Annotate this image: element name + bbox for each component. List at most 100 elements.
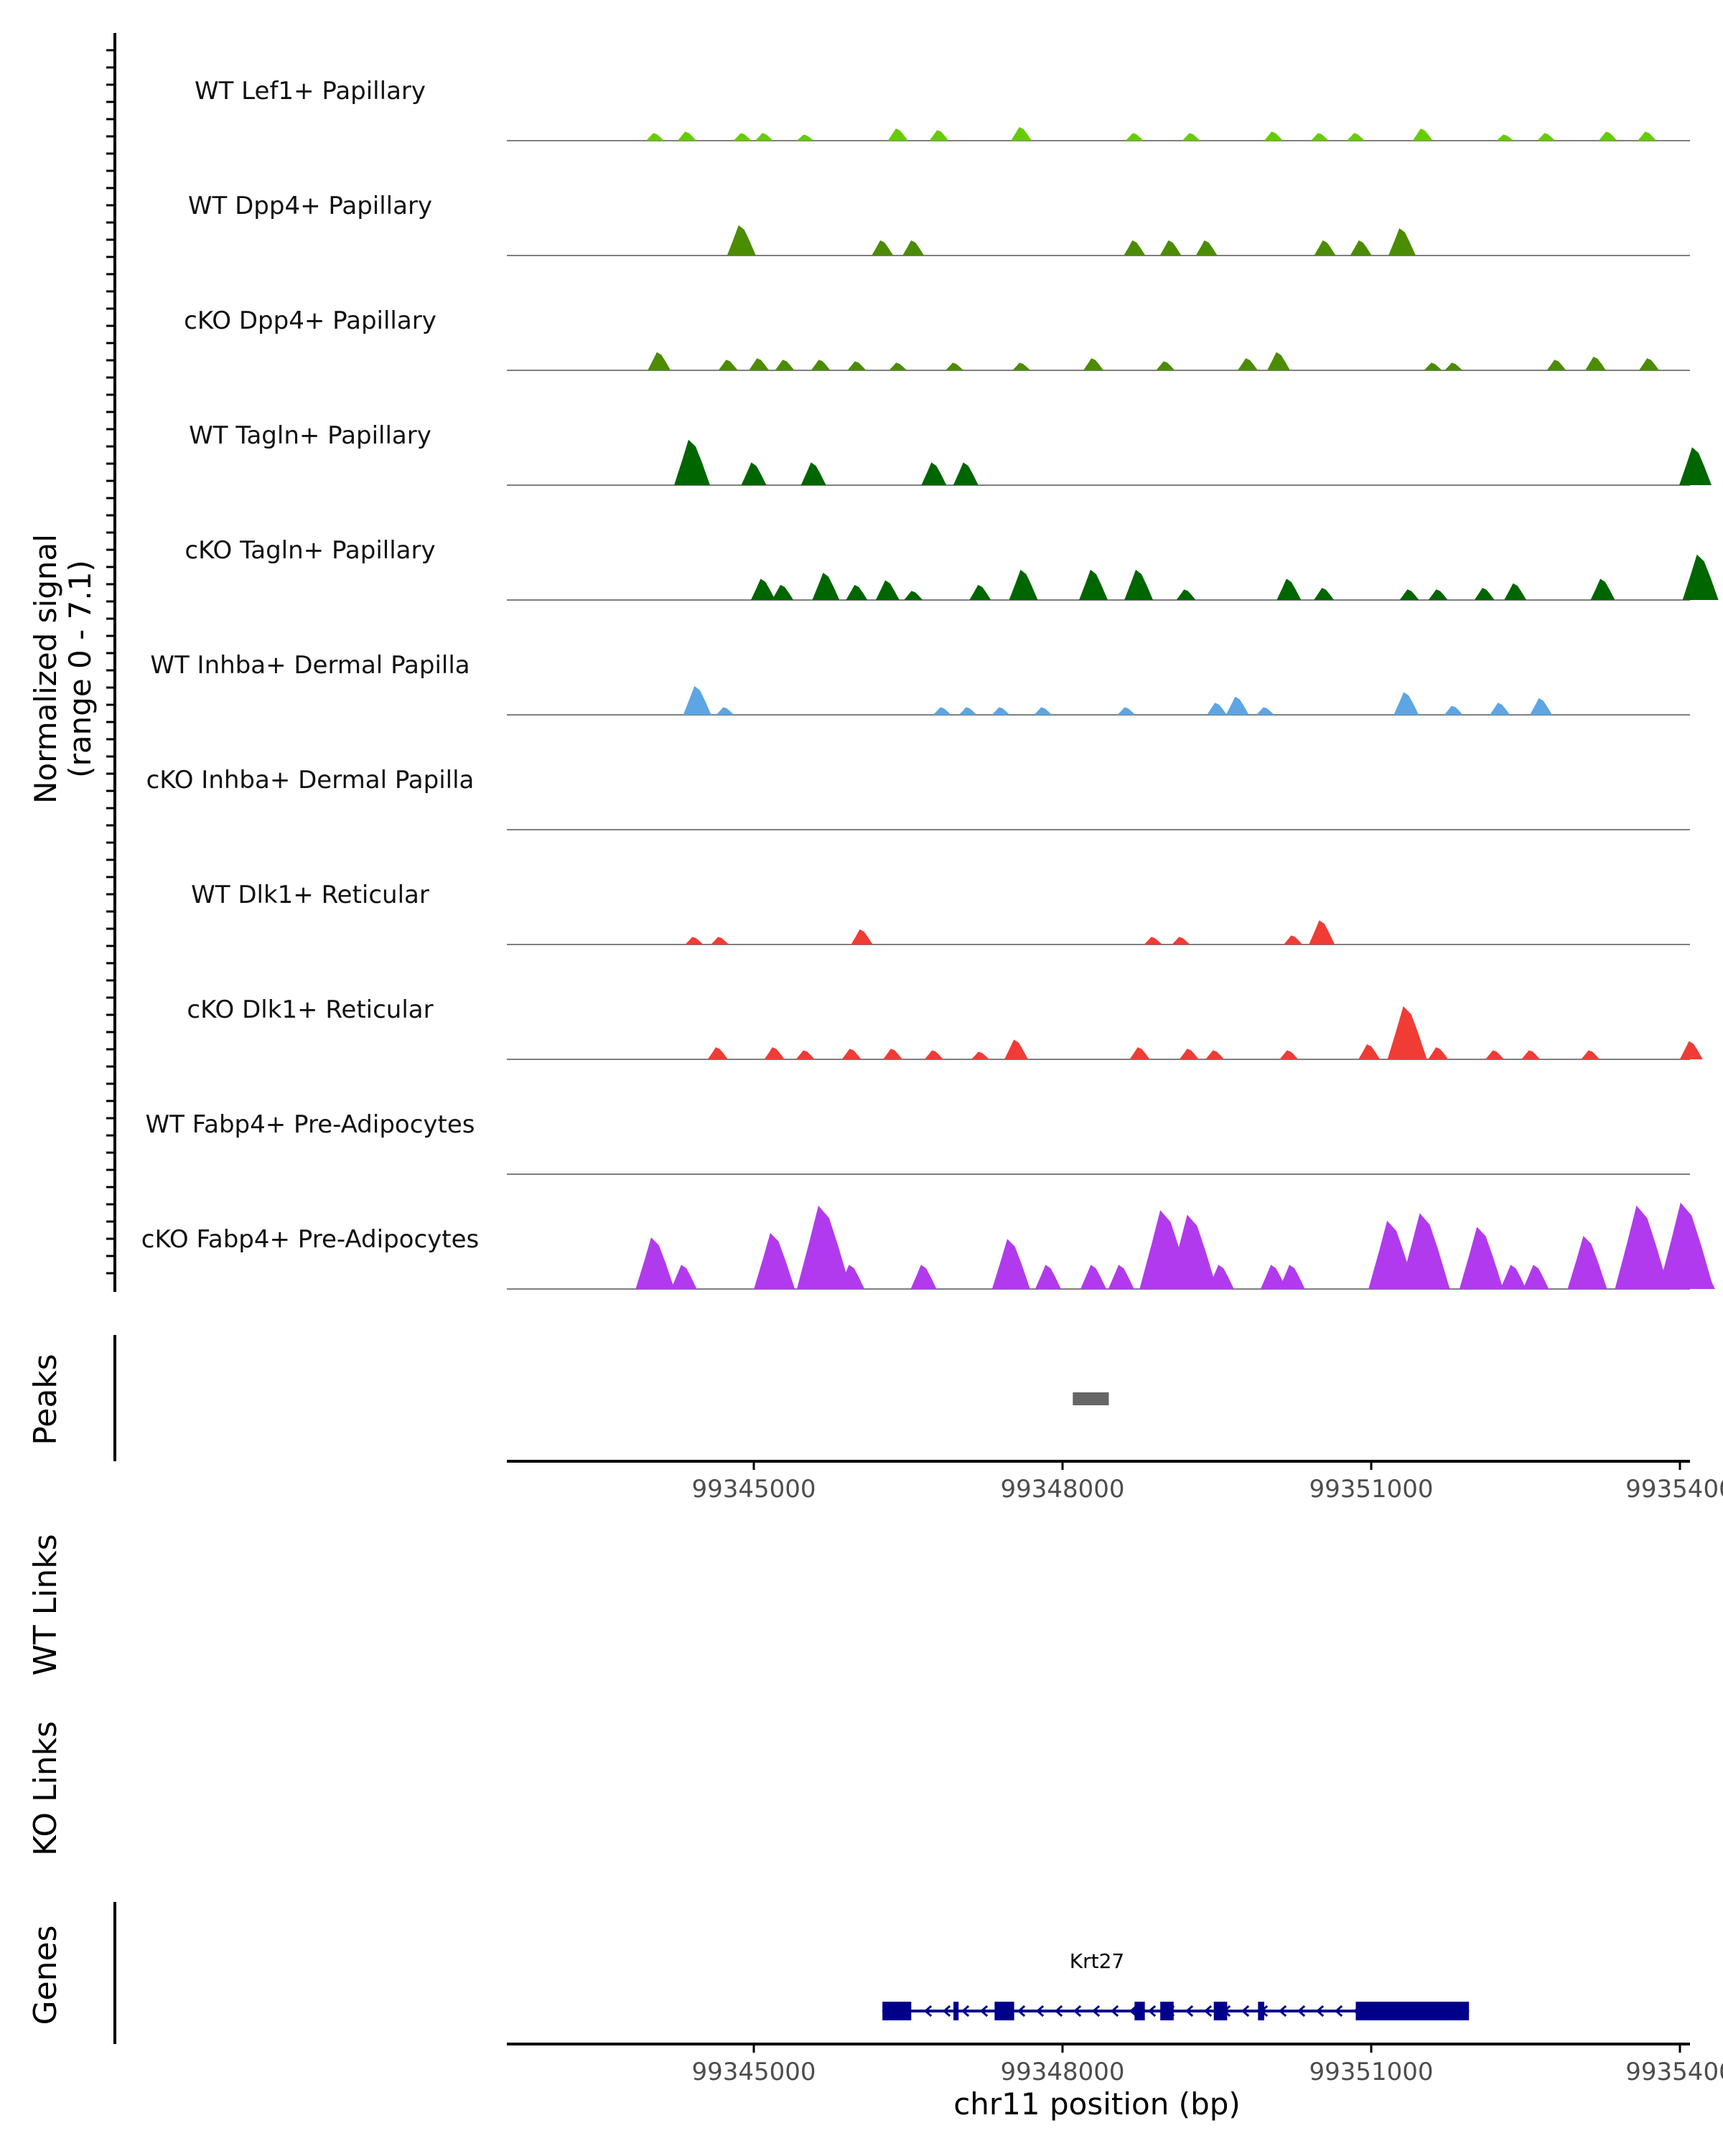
gene-exon xyxy=(994,2002,1014,2020)
signal-peak xyxy=(924,1050,943,1059)
track-label: WT Lef1+ Papillary xyxy=(195,77,426,106)
strand-arrow xyxy=(1147,2005,1157,2017)
signal-peak xyxy=(733,133,752,141)
signal-peak xyxy=(1567,1236,1607,1289)
signal-peak xyxy=(1080,1265,1106,1289)
signal-peak xyxy=(1387,1006,1427,1059)
signal-peak xyxy=(991,707,1010,715)
signal-peak xyxy=(1615,1205,1669,1289)
signal-peak xyxy=(883,1049,902,1059)
peaks-track-label: Peaks xyxy=(27,1354,64,1445)
signal-peak xyxy=(1314,588,1335,600)
signal-peak xyxy=(1368,1220,1416,1289)
signal-peak xyxy=(1195,240,1218,256)
signal-peak xyxy=(1035,1265,1061,1289)
signal-peak xyxy=(1523,1265,1549,1289)
x-tick-label: 99345000 xyxy=(691,2058,816,2086)
track-10: cKO Fabp4+ Pre-Adipocytes xyxy=(141,1202,1716,1290)
signal-peak xyxy=(872,240,894,256)
signal-peak xyxy=(929,130,949,141)
signal-peak xyxy=(1117,707,1136,715)
strand-arrow xyxy=(998,2005,1007,2017)
signal-peak xyxy=(1179,1049,1199,1059)
signal-peak xyxy=(683,685,711,715)
signal-peak xyxy=(1205,1050,1225,1059)
signal-peak xyxy=(749,358,770,370)
signal-peak xyxy=(1167,1214,1218,1289)
x-axis-top: 99345000 99348000 99351000 9935400 xyxy=(507,1460,1723,1504)
track-label: cKO Tagln+ Papillary xyxy=(185,536,435,565)
peak-region xyxy=(1073,1392,1109,1405)
signal-peak xyxy=(1388,228,1416,256)
signal-peak xyxy=(1444,362,1463,370)
signal-peak xyxy=(1156,361,1175,370)
x-tick-label: 99348000 xyxy=(1000,1475,1124,1504)
track-label: WT Dlk1+ Reticular xyxy=(191,881,429,909)
signal-peak xyxy=(1279,1050,1299,1059)
signal-peak xyxy=(1129,1047,1150,1059)
strand-arrow xyxy=(923,2005,933,2017)
gene-exon xyxy=(1134,2002,1145,2020)
strand-arrow xyxy=(1409,2005,1418,2017)
signal-peak xyxy=(1459,1227,1503,1289)
signal-peak xyxy=(847,361,867,370)
track-1: WT Dpp4+ Papillary xyxy=(188,192,1690,256)
x-tick-label: 99345000 xyxy=(691,1475,816,1504)
signal-peak xyxy=(841,1049,862,1059)
y-axis-title-line1: Normalized signal xyxy=(28,534,63,804)
strand-arrow xyxy=(961,2005,970,2017)
gene-exon xyxy=(953,2002,959,2020)
track-label: WT Fabp4+ Pre-Adipocytes xyxy=(146,1110,475,1139)
signal-peak xyxy=(1490,703,1510,715)
signal-peak xyxy=(795,1050,815,1059)
signal-peak xyxy=(875,580,900,600)
signal-peak xyxy=(1124,569,1154,600)
x-tick-label: 99348000 xyxy=(1000,2058,1124,2086)
track-7: WT Dlk1+ Reticular xyxy=(191,881,1690,945)
track-label: cKO Dpp4+ Papillary xyxy=(184,306,436,335)
signal-peak xyxy=(645,133,664,141)
signal-peak xyxy=(1584,356,1606,370)
signal-peak xyxy=(718,360,738,370)
signal-peak xyxy=(1682,554,1719,600)
signal-peak xyxy=(1284,935,1303,945)
track-2: cKO Dpp4+ Papillary xyxy=(184,306,1690,371)
signal-peak xyxy=(707,1047,728,1059)
track-6: cKO Inhba+ Dermal Papilla xyxy=(146,766,1690,830)
signal-peak xyxy=(1310,133,1329,141)
strand-arrow xyxy=(1371,2005,1381,2017)
signal-peak xyxy=(677,131,696,141)
signal-peak xyxy=(1347,133,1365,141)
signal-peak xyxy=(839,1265,865,1289)
signal-peak xyxy=(1412,128,1433,141)
signal-peak xyxy=(800,462,826,485)
track-8: cKO Dlk1+ Reticular xyxy=(187,995,1703,1060)
signal-peak xyxy=(958,707,977,715)
track-9: WT Fabp4+ Pre-Adipocytes xyxy=(146,1110,1690,1175)
signal-peak xyxy=(1504,583,1527,600)
signal-peak xyxy=(1444,706,1463,715)
track-label: cKO Dlk1+ Reticular xyxy=(187,995,433,1024)
signal-peak xyxy=(796,1205,851,1289)
signal-peak xyxy=(1182,133,1200,141)
signal-peak xyxy=(1679,447,1712,485)
strand-arrow xyxy=(979,2005,989,2017)
signal-peak xyxy=(1393,692,1419,715)
signal-peak xyxy=(933,707,951,715)
signal-peak xyxy=(811,360,831,370)
signal-peak xyxy=(1176,589,1196,600)
track-3: WT Tagln+ Papillary xyxy=(189,421,1712,486)
signal-peak xyxy=(1358,1044,1381,1059)
signal-peak xyxy=(1225,696,1249,715)
signal-peak xyxy=(1639,358,1659,370)
signal-peak xyxy=(1108,1265,1134,1289)
signal-peak xyxy=(1485,1050,1504,1059)
track-5: WT Inhba+ Dermal Papilla xyxy=(150,651,1690,716)
x-axis-bottom: 99345000 99348000 99351000 9935400 xyxy=(507,2043,1723,2086)
signal-peak xyxy=(741,462,767,485)
signal-peak xyxy=(1079,569,1108,600)
signal-peak xyxy=(1083,358,1103,370)
gene-name-label: Krt27 xyxy=(1070,1949,1124,1973)
signal-peak xyxy=(711,937,729,945)
signal-peak xyxy=(1521,1050,1541,1059)
